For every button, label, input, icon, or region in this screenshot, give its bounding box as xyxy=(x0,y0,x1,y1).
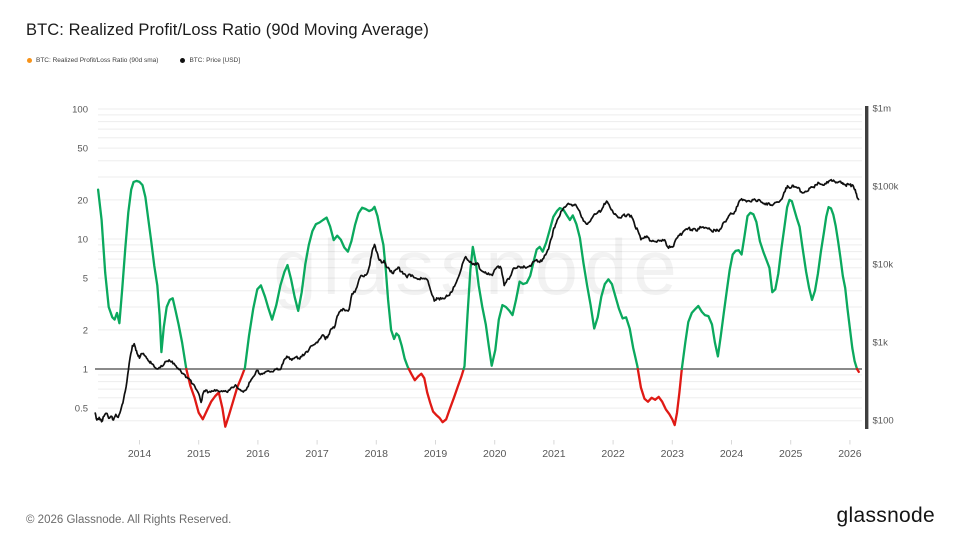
x-tick-label: 2017 xyxy=(305,448,329,460)
right-axis: $1m $100k $10k $1k $100 xyxy=(873,104,899,427)
legend: BTC: Realized Profit/Loss Ratio (90d sma… xyxy=(27,57,262,64)
left-axis-label: 100 xyxy=(72,105,88,116)
price-line xyxy=(94,178,860,423)
page-title: BTC: Realized Profit/Loss Ratio (90d Mov… xyxy=(26,21,429,39)
x-tick-label: 2014 xyxy=(128,448,152,460)
glassnode-logo: glassnode xyxy=(836,504,935,527)
legend-item-price[interactable]: BTC: Price [USD] xyxy=(180,57,240,64)
x-tick-label: 2016 xyxy=(246,448,270,460)
x-tick-label: 2023 xyxy=(661,448,685,460)
left-axis-label: 20 xyxy=(77,195,88,206)
right-axis-label: $10k xyxy=(873,260,894,271)
left-axis-label: 10 xyxy=(77,235,88,246)
legend-item-ratio[interactable]: BTC: Realized Profit/Loss Ratio (90d sma… xyxy=(27,57,158,64)
ratio-line-segment xyxy=(407,367,465,424)
left-axis: 100 50 20 10 5 2 1 0.5 xyxy=(72,105,88,415)
right-axis-label: $100 xyxy=(873,416,894,427)
ratio-line-segment xyxy=(185,367,246,428)
price-legend-label: BTC: Price [USD] xyxy=(189,57,241,64)
x-tick-label: 2020 xyxy=(483,448,507,460)
ratio-legend-label: BTC: Realized Profit/Loss Ratio (90d sma… xyxy=(36,57,159,64)
ratio-line-segment xyxy=(462,206,639,371)
x-axis: 2014 2015 2016 2017 2018 2019 2020 2021 2022 2023… xyxy=(128,440,862,460)
ratio-series xyxy=(96,179,860,428)
ratio-legend-dot-icon xyxy=(27,58,32,63)
x-tick-label: 2025 xyxy=(779,448,803,460)
right-axis-label: $1m xyxy=(873,104,892,115)
ratio-line-segment xyxy=(243,205,410,371)
left-axis-label: 1 xyxy=(83,365,88,376)
left-axis-label: 50 xyxy=(77,144,88,155)
ratio-line-segment xyxy=(636,367,683,427)
x-tick-label: 2026 xyxy=(838,448,862,460)
x-tick-label: 2022 xyxy=(601,448,625,460)
right-axis-label: $100k xyxy=(873,182,899,193)
copyright-text: © 2026 Glassnode. All Rights Reserved. xyxy=(26,514,232,526)
ratio-line-segment xyxy=(96,179,188,371)
left-axis-label: 5 xyxy=(83,274,88,285)
price-legend-dot-icon xyxy=(180,58,186,63)
footer: © 2026 Glassnode. All Rights Reserved. g… xyxy=(26,505,935,526)
right-axis-bar xyxy=(865,106,869,429)
right-axis-label: $1k xyxy=(873,338,889,349)
x-tick-label: 2018 xyxy=(365,448,389,460)
left-axis-label: 2 xyxy=(83,325,88,336)
ratio-line-segment xyxy=(680,198,859,371)
watermark: glassnode xyxy=(273,223,683,311)
left-axis-label: 0.5 xyxy=(75,404,88,415)
x-tick-label: 2024 xyxy=(720,448,744,460)
x-tick-label: 2015 xyxy=(187,448,211,460)
ratio-line-segment xyxy=(855,367,860,374)
x-tick-label: 2019 xyxy=(424,448,448,460)
x-tick-label: 2021 xyxy=(542,448,566,460)
